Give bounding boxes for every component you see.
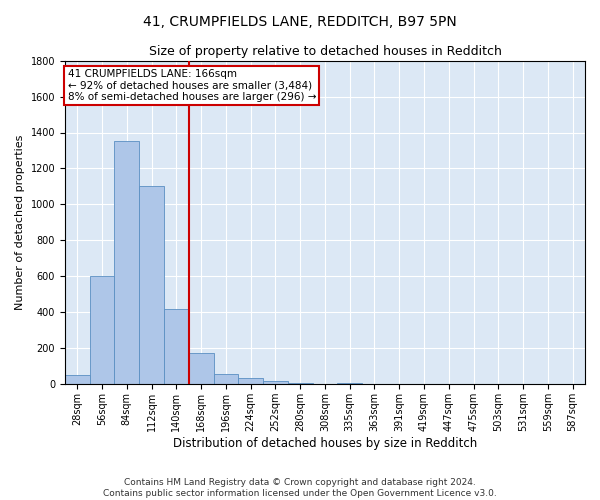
Bar <box>288 382 313 384</box>
Bar <box>164 309 189 384</box>
Bar <box>65 376 89 384</box>
X-axis label: Distribution of detached houses by size in Redditch: Distribution of detached houses by size … <box>173 437 477 450</box>
Bar <box>89 276 115 384</box>
Bar <box>337 382 362 384</box>
Bar <box>115 142 139 384</box>
Text: 41 CRUMPFIELDS LANE: 166sqm
← 92% of detached houses are smaller (3,484)
8% of s: 41 CRUMPFIELDS LANE: 166sqm ← 92% of det… <box>68 68 316 102</box>
Bar <box>263 380 288 384</box>
Text: 41, CRUMPFIELDS LANE, REDDITCH, B97 5PN: 41, CRUMPFIELDS LANE, REDDITCH, B97 5PN <box>143 15 457 29</box>
Y-axis label: Number of detached properties: Number of detached properties <box>15 134 25 310</box>
Text: Contains HM Land Registry data © Crown copyright and database right 2024.
Contai: Contains HM Land Registry data © Crown c… <box>103 478 497 498</box>
Bar <box>238 378 263 384</box>
Title: Size of property relative to detached houses in Redditch: Size of property relative to detached ho… <box>149 45 502 58</box>
Bar <box>189 353 214 384</box>
Bar <box>139 186 164 384</box>
Bar <box>214 374 238 384</box>
